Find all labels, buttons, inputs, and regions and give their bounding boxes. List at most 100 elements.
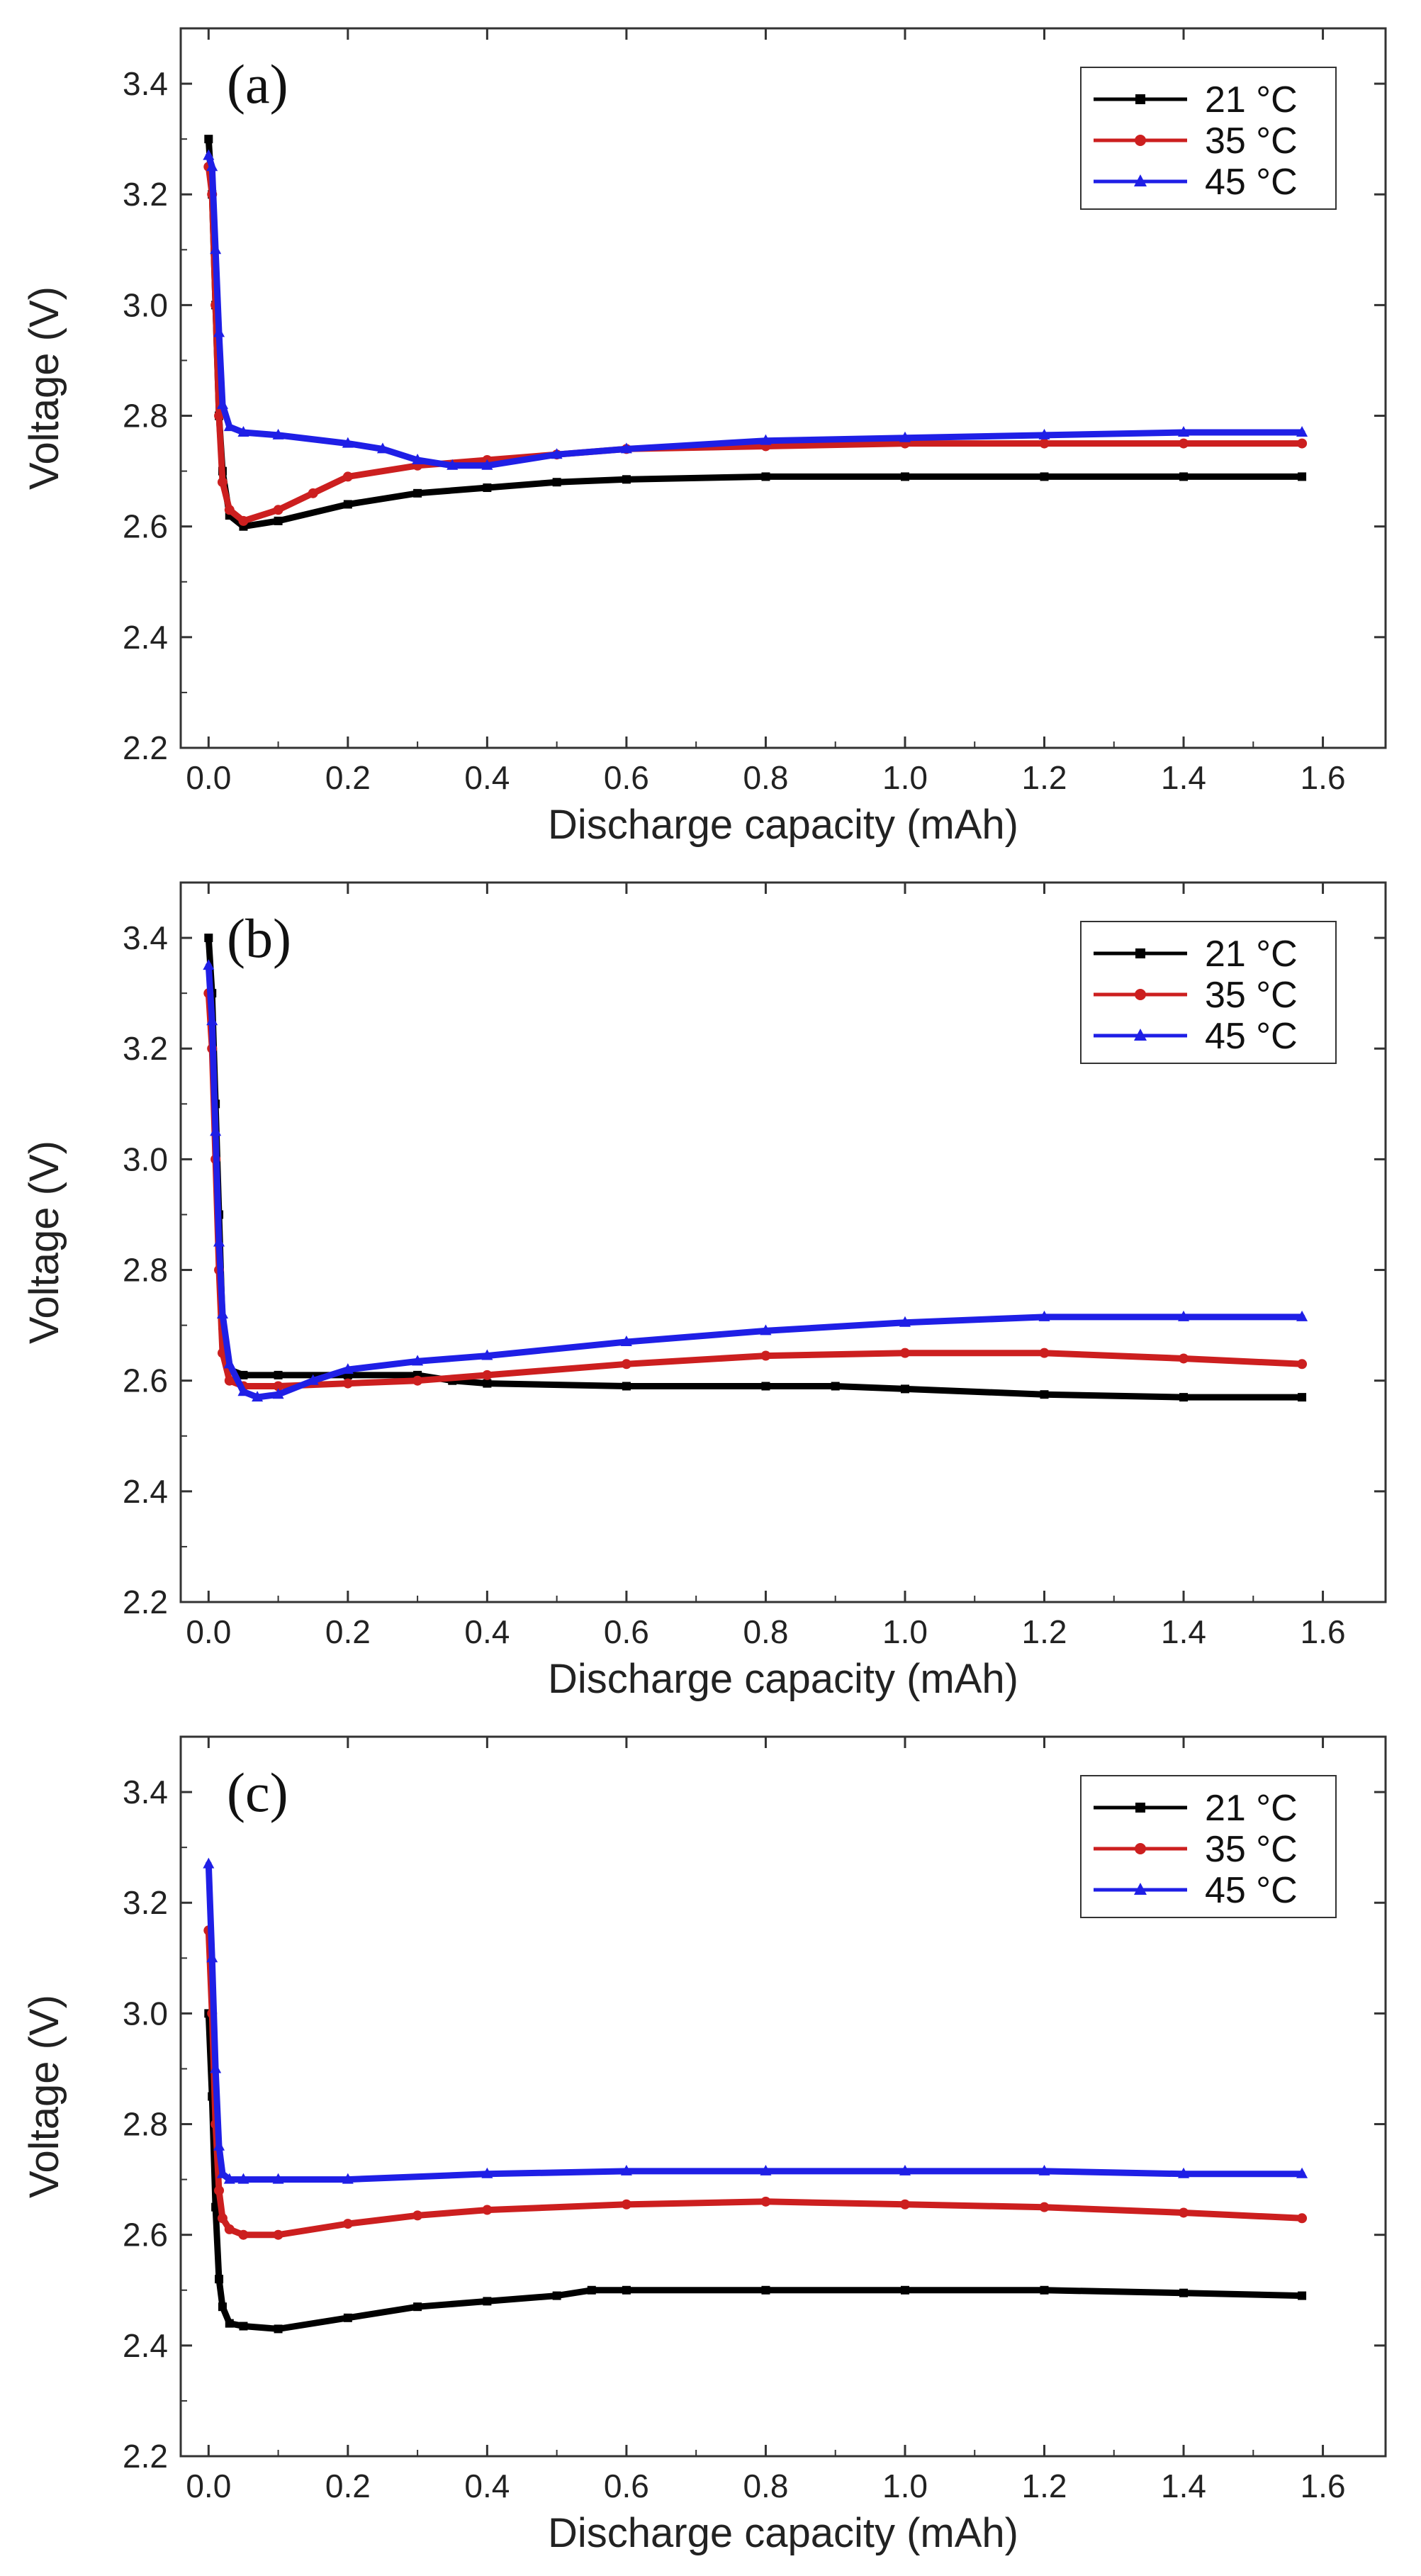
series-21c-point (483, 483, 492, 493)
series-45c-point (342, 1363, 354, 1374)
series-21c-point (274, 2324, 283, 2334)
series-45c-point (223, 420, 235, 432)
series-35c-point (1179, 2207, 1189, 2218)
series-21c-point (1040, 472, 1049, 481)
series-21c-point (1179, 2288, 1189, 2297)
series-45c-point (216, 1308, 228, 1318)
series-45c-point (252, 1391, 264, 1402)
series-21c-point (1179, 1393, 1189, 1402)
x-tick-label: 1.2 (1022, 1613, 1067, 1650)
x-tick-label: 1.2 (1022, 2468, 1067, 2504)
legend-box (1080, 921, 1337, 1064)
series-35c-point (1039, 2202, 1050, 2212)
series-21c-point (274, 516, 283, 525)
plot-frame (179, 27, 1387, 749)
series-45c-point (206, 1951, 218, 1963)
series-35c-point (273, 1381, 283, 1391)
legend-marker-21c (1135, 1803, 1145, 1813)
x-tick-label: 0.4 (464, 2468, 510, 2504)
series-35c-point (224, 2224, 235, 2234)
series-21c-point (218, 2302, 227, 2312)
y-tick-label: 2.4 (123, 2327, 168, 2364)
series-45c-point (213, 2139, 225, 2151)
legend-label-21c: 21 °C (1205, 934, 1298, 975)
series-21c-point (552, 478, 561, 487)
legend-box (1080, 1775, 1337, 1918)
plot-frame (179, 1735, 1387, 2458)
x-tick-label: 1.4 (1161, 759, 1206, 796)
series-35c-point (342, 1378, 353, 1389)
series-21c-point (343, 2313, 352, 2322)
x-axis-label: Discharge capacity (mAh) (548, 1656, 1018, 1702)
x-tick-label: 1.0 (882, 759, 928, 796)
series-21c-point (552, 2291, 561, 2300)
legend-label-35c: 35 °C (1205, 121, 1298, 162)
series-45c-point (760, 2164, 772, 2175)
y-tick-label: 3.0 (123, 286, 168, 323)
series-21c-point (587, 2285, 596, 2295)
legend-marker-21c (1135, 948, 1145, 958)
y-tick-label: 2.6 (123, 508, 168, 545)
series-21c-point (761, 472, 770, 481)
x-tick-label: 0.8 (743, 759, 788, 796)
series-45c-point (210, 243, 222, 254)
panel-label: (c) (227, 1762, 288, 1823)
series-45c-point (272, 1388, 284, 1399)
series-45c-point (213, 1236, 225, 1247)
series-45c-point (376, 442, 388, 454)
x-tick-label: 1.6 (1301, 1613, 1346, 1650)
y-tick-label: 3.0 (123, 1995, 168, 2032)
x-tick-label: 0.2 (325, 759, 371, 796)
series-21c-point (204, 934, 213, 943)
chart-panel-b: 0.0 0.2 0.4 0.6 0.8 1.0 1.2 1.4 1.6 2.2 2.4 2.6 2.8 3… (21, 881, 1387, 1702)
series-21c-point (1298, 2291, 1307, 2300)
x-tick-label: 1.4 (1161, 1613, 1206, 1650)
series-45c-point (1296, 1310, 1308, 1321)
series-45c-point (620, 1335, 632, 1347)
series-21c-point (761, 1382, 770, 1391)
series-21c-point (483, 1379, 492, 1388)
series-45c-point (203, 149, 215, 160)
series-21c-point (900, 472, 909, 481)
series-35c-point (214, 2185, 225, 2196)
series-45c-point (342, 437, 354, 448)
series-35c-point (1039, 438, 1050, 449)
series-35c-point (217, 477, 228, 488)
series-35c-point (1039, 1348, 1050, 1358)
x-axis-label: Discharge capacity (mAh) (548, 2510, 1018, 2556)
series-35c-point (217, 2213, 228, 2224)
legend-marker-35c (1135, 135, 1146, 146)
chart-panel-a: 0.0 0.2 0.4 0.6 0.8 1.0 1.2 1.4 1.6 2.2 2.4 2.6 2.8 3… (21, 27, 1387, 848)
series-35c-point (482, 1370, 493, 1380)
legend-label-45c: 45 °C (1205, 1016, 1298, 1057)
series-45c-point (237, 425, 249, 437)
series-45c-point (1296, 425, 1308, 437)
x-tick-label: 0.8 (743, 1613, 788, 1650)
series-45c-point (203, 959, 215, 970)
series-35c-line (205, 163, 1305, 525)
series-45c-point (206, 1014, 218, 1026)
series-35c-line (205, 1927, 1305, 2239)
x-tick-label: 1.2 (1022, 759, 1067, 796)
series-35c-point (1297, 2213, 1308, 2224)
series-21c-point (900, 2285, 909, 2295)
series-45c-point (237, 2173, 249, 2184)
series-45c-point (206, 160, 218, 172)
series-21c-point (622, 2285, 631, 2295)
series-45c-point (307, 1374, 319, 1385)
chart-panel-c: 0.0 0.2 0.4 0.6 0.8 1.0 1.2 1.4 1.6 2.2 2.4 2.6 2.8 3… (21, 1735, 1387, 2556)
series-45c-point (1296, 2167, 1308, 2178)
x-tick-label: 1.0 (882, 2468, 928, 2504)
series-45c-point (481, 2167, 493, 2178)
series-35c-point (621, 2199, 631, 2210)
series-45c-point (210, 1125, 222, 1136)
series-45c-point (216, 398, 228, 409)
series-45c-point (1178, 2167, 1190, 2178)
x-tick-label: 0.2 (325, 1613, 371, 1650)
series-21c-point (761, 2285, 770, 2295)
x-tick-label: 0.6 (604, 1613, 649, 1650)
series-21c-point (239, 2322, 248, 2331)
series-21c-point (622, 1382, 631, 1391)
legend-label-45c: 45 °C (1205, 1870, 1298, 1911)
series-45c-point (216, 2167, 228, 2178)
